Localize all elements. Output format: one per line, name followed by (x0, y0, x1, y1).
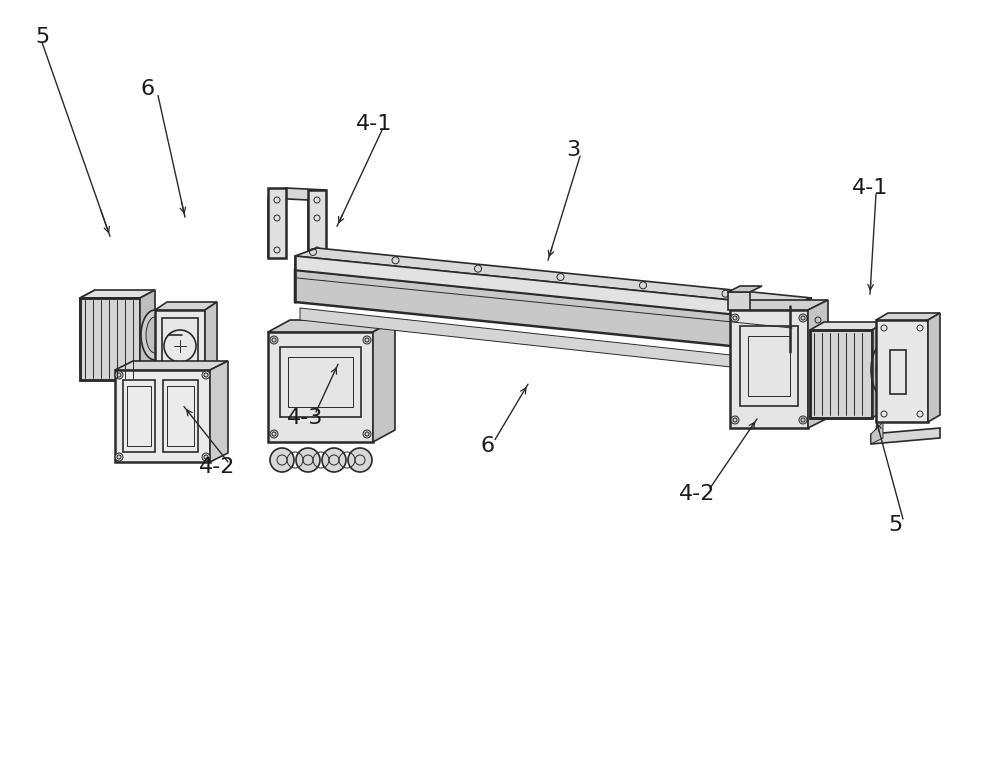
Bar (167, 386, 194, 446)
Circle shape (115, 453, 123, 461)
Polygon shape (373, 320, 395, 442)
Polygon shape (155, 302, 217, 310)
Circle shape (799, 314, 807, 322)
Polygon shape (295, 248, 812, 306)
Circle shape (731, 314, 739, 322)
Circle shape (270, 430, 278, 438)
Polygon shape (810, 330, 872, 418)
Circle shape (202, 453, 210, 461)
Text: 4-2: 4-2 (199, 457, 235, 477)
Ellipse shape (146, 317, 164, 353)
Circle shape (363, 430, 371, 438)
Polygon shape (140, 290, 155, 380)
Polygon shape (80, 290, 95, 370)
Polygon shape (728, 286, 762, 292)
Bar (162, 318, 198, 374)
Text: 3: 3 (566, 140, 580, 160)
Polygon shape (871, 422, 883, 444)
Text: 4-1: 4-1 (852, 178, 888, 198)
Circle shape (202, 371, 210, 379)
Circle shape (799, 416, 807, 424)
Bar (123, 380, 155, 452)
Text: 4-3: 4-3 (287, 408, 323, 428)
Polygon shape (80, 290, 155, 298)
Ellipse shape (871, 342, 901, 398)
Ellipse shape (141, 310, 169, 360)
Polygon shape (268, 332, 373, 442)
Polygon shape (295, 256, 790, 320)
Circle shape (348, 448, 372, 472)
Polygon shape (295, 270, 790, 352)
Bar (740, 326, 798, 406)
Text: 5: 5 (35, 27, 49, 47)
Polygon shape (308, 190, 326, 260)
Circle shape (115, 371, 123, 379)
Polygon shape (268, 188, 286, 258)
Bar (163, 380, 198, 452)
Circle shape (296, 448, 320, 472)
Ellipse shape (876, 350, 896, 390)
Circle shape (731, 416, 739, 424)
Polygon shape (728, 292, 750, 310)
Polygon shape (115, 370, 210, 462)
Bar (288, 357, 353, 407)
Text: 4-2: 4-2 (679, 484, 715, 504)
Bar (890, 350, 906, 394)
Text: 6: 6 (481, 436, 495, 456)
Text: 6: 6 (141, 79, 155, 99)
Polygon shape (210, 361, 228, 462)
Text: 5: 5 (888, 515, 902, 535)
Circle shape (363, 336, 371, 344)
Polygon shape (730, 310, 808, 428)
Text: 4-1: 4-1 (356, 114, 392, 134)
Polygon shape (808, 300, 828, 428)
Polygon shape (115, 361, 228, 370)
Polygon shape (205, 302, 217, 382)
Bar (127, 386, 151, 446)
Circle shape (270, 336, 278, 344)
Polygon shape (871, 428, 940, 444)
Polygon shape (876, 320, 928, 422)
Polygon shape (872, 322, 886, 418)
Polygon shape (308, 190, 326, 260)
Polygon shape (810, 322, 886, 330)
Polygon shape (268, 320, 395, 332)
Polygon shape (268, 188, 286, 258)
Bar (748, 336, 790, 396)
Polygon shape (300, 308, 795, 374)
Polygon shape (155, 310, 205, 382)
Polygon shape (268, 188, 326, 200)
Polygon shape (80, 298, 140, 380)
Polygon shape (876, 313, 940, 320)
Polygon shape (928, 313, 940, 422)
Bar (280, 347, 361, 417)
Polygon shape (730, 300, 828, 310)
Circle shape (270, 448, 294, 472)
Circle shape (322, 448, 346, 472)
